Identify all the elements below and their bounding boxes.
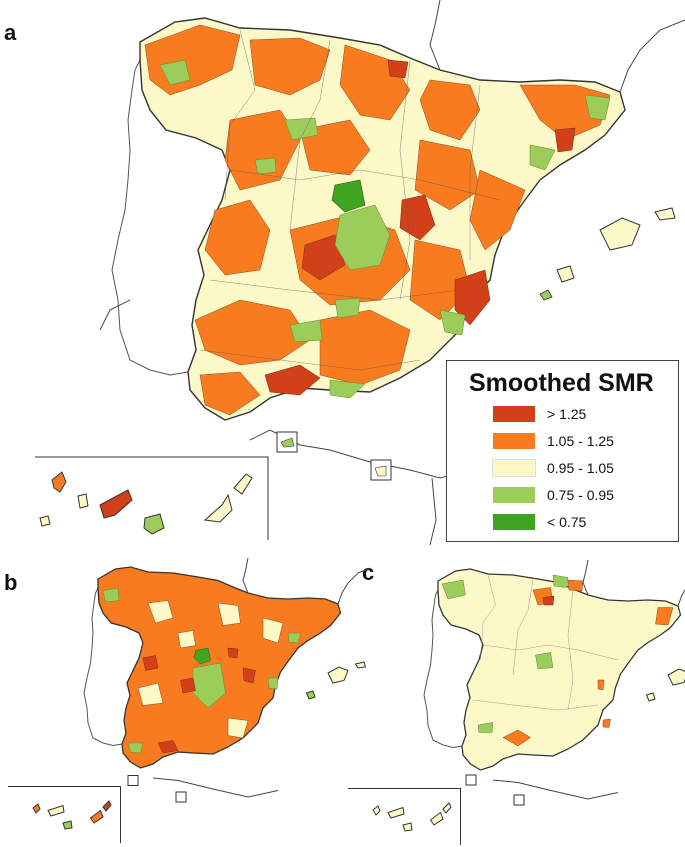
legend-item-high: 1.05 - 1.25 <box>493 432 614 450</box>
legend-title: Smoothed SMR <box>469 369 654 397</box>
melilla-inset <box>370 459 392 481</box>
legend-swatch <box>492 459 536 477</box>
legend-label: 0.75 - 0.95 <box>547 487 614 503</box>
legend-label: 1.05 - 1.25 <box>547 433 614 449</box>
legend-item-very-low: < 0.75 <box>493 513 586 531</box>
legend-swatch <box>493 433 535 449</box>
legend-label: 0.95 - 1.05 <box>547 460 614 476</box>
panel-label-c: c <box>362 560 375 585</box>
panel-label-b: b <box>4 570 18 595</box>
canary-islands-inset <box>35 456 269 540</box>
legend-item-neutral: 0.95 - 1.05 <box>492 459 614 477</box>
legend: Smoothed SMR > 1.25 1.05 - 1.25 0.95 - 1… <box>446 360 679 542</box>
legend-item-low: 0.75 - 0.95 <box>493 486 614 504</box>
spain-map-c <box>348 559 685 845</box>
ceuta-inset <box>276 431 298 453</box>
panel-label-a: a <box>4 20 17 45</box>
legend-swatch <box>493 487 535 503</box>
legend-label: < 0.75 <box>547 514 587 530</box>
spain-map-b <box>8 557 371 843</box>
legend-label: > 1.25 <box>547 406 587 422</box>
legend-item-very-high: > 1.25 <box>493 405 586 423</box>
spain-map-a <box>35 0 685 546</box>
legend-swatch <box>493 514 535 530</box>
legend-swatch <box>493 406 535 422</box>
